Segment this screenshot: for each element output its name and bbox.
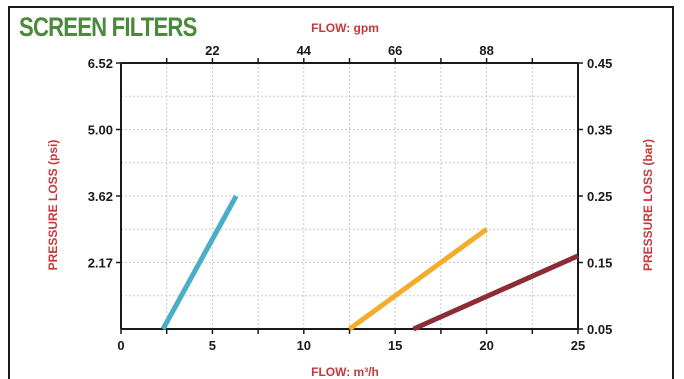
series-line-3 <box>412 253 580 332</box>
data-series <box>160 194 580 332</box>
x2-axis-label: FLOW: gpm <box>311 21 379 35</box>
y-right-tick-label: 0.35 <box>587 123 612 138</box>
x-tick-label: 10 <box>297 338 311 353</box>
tick-labels: 0 5 10 15 20 25 22 44 66 88 6.52 5.00 3.62 2.17 0.45 0.… <box>88 43 613 353</box>
x2-tick-label: 66 <box>388 43 402 58</box>
chart-frame <box>8 6 674 379</box>
x-tick-label: 25 <box>571 338 585 353</box>
chart-title: SCREEN FILTERS <box>19 12 197 42</box>
x2-tick-label: 44 <box>297 43 312 58</box>
grid-lines <box>121 62 578 329</box>
series-line-2 <box>348 227 489 332</box>
x-tick-label: 20 <box>479 338 493 353</box>
y-left-tick-label: 3.62 <box>88 189 113 204</box>
y-left-tick-label: 6.52 <box>88 56 113 71</box>
y-right-tick-label: 0.05 <box>587 322 612 337</box>
series-line-1 <box>160 194 239 331</box>
y-left-tick-label: 2.17 <box>88 256 113 271</box>
x-axis-label: FLOW: m³/h <box>311 365 379 379</box>
x-tick-label: 15 <box>388 338 402 353</box>
x2-tick-label: 22 <box>205 43 219 58</box>
x2-tick-label: 88 <box>479 43 493 58</box>
y-left-axis-label: PRESSURE LOSS (psi) <box>46 140 60 271</box>
y-left-tick-label: 5.00 <box>88 123 113 138</box>
y-right-tick-label: 0.25 <box>587 189 612 204</box>
x-tick-label: 5 <box>209 338 216 353</box>
y-right-tick-label: 0.45 <box>587 56 612 71</box>
x-tick-label: 0 <box>117 338 124 353</box>
y-right-tick-label: 0.15 <box>587 256 612 271</box>
y-right-axis-label: PRESSURE LOSS (bar) <box>641 139 655 271</box>
